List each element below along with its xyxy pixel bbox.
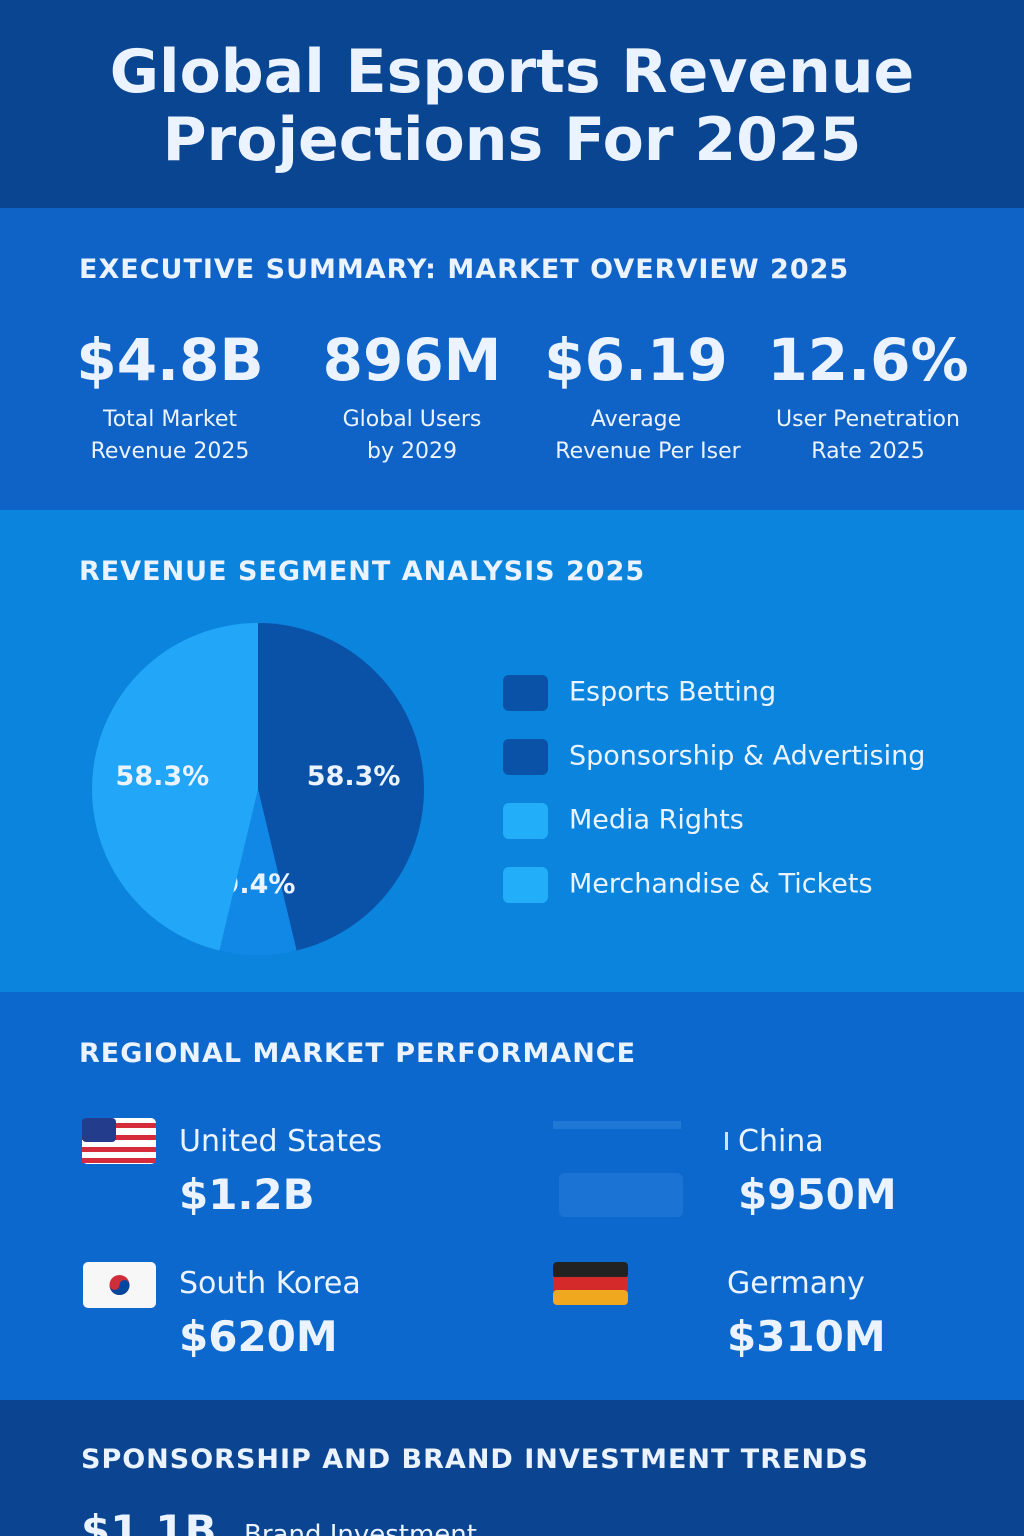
section-heading: EXECUTIVE SUMMARY: MARKET OVERVIEW 2025 (79, 254, 850, 285)
region-name: China (738, 1124, 824, 1159)
legend-swatch (503, 803, 548, 839)
segments: REVENUE SEGMENT ANALYSIS 2025 58.3% 9.4% 5… (0, 510, 1024, 992)
germany-flag (553, 1262, 628, 1305)
stat-label: User Penetration (776, 407, 960, 432)
flags (82, 1118, 728, 1308)
placeholder (725, 1132, 728, 1150)
slice-label: 58.3% (116, 761, 210, 792)
stat-label: Rate 2025 (811, 439, 925, 464)
legend-label: Esports Betting (569, 677, 776, 708)
stat-value: $6.19 (544, 326, 728, 394)
title-line: Projections For 2025 (162, 105, 862, 175)
stripe (553, 1277, 628, 1291)
region-value: $310M (727, 1312, 886, 1361)
legend-swatch (503, 739, 548, 775)
region-name: Germany (727, 1266, 865, 1301)
stat-label: by 2029 (367, 439, 457, 464)
stat-value: $1.1B (81, 1506, 217, 1536)
placeholder (553, 1121, 681, 1129)
emblem (109, 1280, 130, 1295)
section-heading: REVENUE SEGMENT ANALYSIS 2025 (79, 556, 646, 587)
section-heading: REGIONAL MARKET PERFORMANCE (79, 1038, 637, 1069)
legend-label: Merchandise & Tickets (569, 869, 873, 900)
title: Global Esports Revenue Projections For 2… (110, 38, 915, 174)
region-name: South Korea (179, 1266, 361, 1301)
stripe (82, 1135, 156, 1140)
pie-slice (258, 623, 424, 951)
section-heading: SPONSORSHIP AND BRAND INVESTMENT TRENDS (81, 1444, 869, 1475)
header: Global Esports Revenue Projections For 2… (0, 0, 1024, 208)
stripe (82, 1147, 156, 1152)
canton (82, 1118, 116, 1142)
stripe (82, 1158, 156, 1163)
stripe (553, 1262, 628, 1278)
title-line: Global Esports Revenue (109, 37, 915, 107)
legend-label: Media Rights (569, 805, 744, 836)
stat-label: Brand Investment (244, 1520, 477, 1536)
china-flag-placeholder (553, 1121, 728, 1217)
stat-label: Revenue 2025 (90, 439, 250, 464)
stat-value: 896M (322, 326, 502, 394)
slice-label: 58.3% (307, 761, 401, 792)
stripe (82, 1123, 156, 1128)
stat-value: 12.6% (767, 326, 969, 394)
stat-label: Average (590, 407, 682, 432)
legend-swatch (503, 867, 548, 903)
sponsorship: SPONSORSHIP AND BRAND INVESTMENT TRENDS … (0, 1400, 1024, 1536)
region-name: United States (179, 1124, 383, 1159)
legend-label: Sponsorship & Advertising (569, 741, 925, 772)
region-value: $1.2B (179, 1170, 315, 1219)
pie-slice (92, 623, 258, 951)
region-value: $620M (179, 1312, 338, 1361)
stat-label: Global Users (342, 407, 482, 432)
korea-flag (83, 1262, 156, 1308)
pie-slice (219, 789, 297, 955)
region-value: $950M (738, 1170, 897, 1219)
pie-chart: 58.3%9.4%58.3%Esports BettingSponsorship… (92, 623, 925, 955)
stat-label: Total Market (103, 407, 237, 432)
stripe (553, 1290, 628, 1305)
placeholder (559, 1173, 683, 1217)
stat-label: Revenue Per Iser (555, 439, 741, 464)
summary: EXECUTIVE SUMMARY: MARKET OVERVIEW 2025 … (0, 208, 1024, 510)
legend-swatch (503, 675, 548, 711)
regions: REGIONAL MARKET PERFORMANCE United State… (0, 992, 1024, 1400)
stat-value: $4.8B (76, 326, 264, 394)
us-flag (82, 1118, 156, 1164)
